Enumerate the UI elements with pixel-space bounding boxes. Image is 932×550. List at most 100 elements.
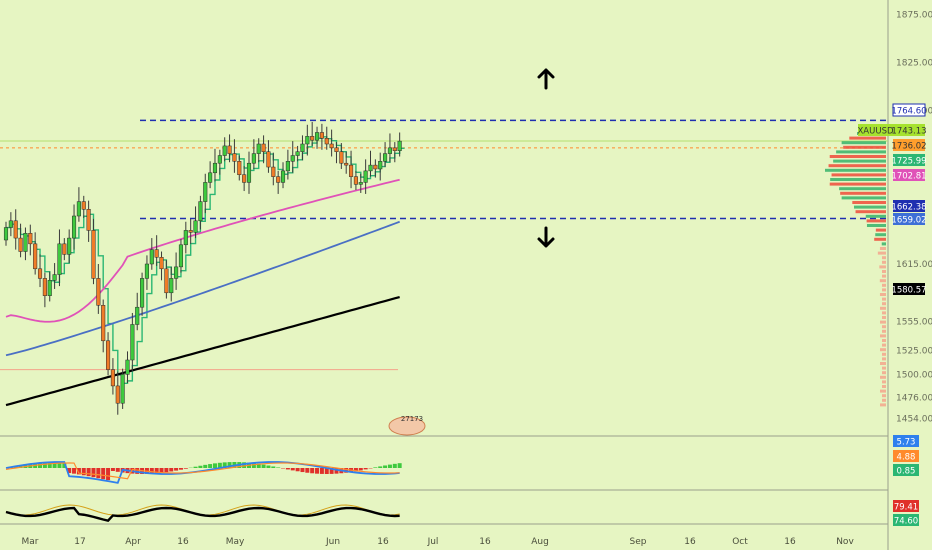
tv-badge-icon xyxy=(388,416,426,436)
macd-histogram-bar xyxy=(57,462,62,468)
candle-body xyxy=(392,147,397,151)
volume-profile-bar xyxy=(831,173,886,177)
macd-histogram-bar xyxy=(154,468,159,474)
candle-body xyxy=(76,201,81,217)
volume-profile-bar xyxy=(882,297,886,301)
candle-body xyxy=(344,162,349,166)
candle-body xyxy=(203,182,208,202)
down-arrow-icon xyxy=(537,226,555,248)
candle-body xyxy=(397,140,402,151)
volume-profile-bar xyxy=(882,274,886,278)
macd-histogram-bar xyxy=(183,468,188,469)
macd-histogram-bar xyxy=(115,468,120,472)
x-tick-label: Mar xyxy=(22,537,39,547)
volume-profile-bar xyxy=(882,311,886,315)
macd-histogram-bar xyxy=(363,468,368,470)
candle-body xyxy=(217,155,222,164)
macd-tag-label: 5.73 xyxy=(897,438,916,448)
price-tag-bg xyxy=(858,124,893,136)
candle-body xyxy=(130,324,135,361)
price-tag-label: XAUUSD xyxy=(857,127,893,137)
volume-profile-bar xyxy=(855,210,886,214)
macd-histogram-bar xyxy=(276,467,281,468)
macd-histogram-bar xyxy=(227,462,232,468)
candle-body xyxy=(110,369,115,387)
macd-histogram-bar xyxy=(242,462,247,468)
macd-histogram-bar xyxy=(47,462,52,468)
macd-histogram-bar xyxy=(329,468,334,474)
volume-profile-bar xyxy=(882,288,886,292)
price-tag-bg xyxy=(893,283,925,295)
volume-profile-bar xyxy=(879,293,886,296)
price-tag-bg xyxy=(893,154,925,166)
candle-body xyxy=(159,257,164,270)
oscillator-line xyxy=(5,506,400,522)
macd-histogram-bar xyxy=(222,462,227,468)
macd-histogram-bar xyxy=(344,468,349,473)
candle-body xyxy=(67,237,72,255)
macd-histogram-bar xyxy=(101,468,106,480)
macd-histogram-bar xyxy=(285,468,290,470)
macd-histogram-bar xyxy=(149,468,154,474)
macd-histogram-bar xyxy=(261,464,266,468)
volume-profile-bar xyxy=(882,329,886,333)
x-tick-label: Oct xyxy=(732,537,748,547)
price-tag-label: 1702.81 xyxy=(891,172,926,182)
moving-average-line xyxy=(5,220,400,357)
volume-profile-bar xyxy=(882,283,886,287)
x-tick-label: Nov xyxy=(836,537,854,547)
candle-body xyxy=(91,230,96,279)
candle-body xyxy=(280,170,286,183)
volume-profile-bar xyxy=(828,164,886,168)
candle-body xyxy=(212,162,218,174)
volume-profile-bar xyxy=(879,247,886,250)
volume-profile-bar xyxy=(829,155,886,158)
candle-body xyxy=(149,249,154,265)
x-tick-label: 16 xyxy=(177,537,189,547)
y-tick-label: 1825.00 xyxy=(896,58,932,68)
volume-profile-bar xyxy=(880,389,886,393)
candle-body xyxy=(106,340,111,370)
volume-profile-bar xyxy=(852,201,886,204)
volume-profile-bar xyxy=(866,224,886,227)
macd-histogram-bar xyxy=(387,464,392,468)
macd-histogram-bar xyxy=(169,468,174,472)
candle-body xyxy=(125,359,130,375)
price-tag-bg xyxy=(893,169,925,181)
y-tick-label: 1476.00 xyxy=(896,393,932,403)
volume-profile-bar xyxy=(882,352,886,356)
y-tick-label: 1875.00 xyxy=(896,10,932,20)
candle-body xyxy=(42,278,47,296)
volume-profile-bar xyxy=(825,168,886,172)
candle-body xyxy=(222,145,227,156)
volume-profile-bar xyxy=(882,325,886,329)
macd-histogram-bar xyxy=(353,468,358,472)
candle-body xyxy=(251,153,256,164)
candle-body xyxy=(96,278,101,306)
candle-body xyxy=(353,176,358,185)
volume-profile-bar xyxy=(874,237,886,241)
osc-tag-label: 79.41 xyxy=(894,503,918,513)
candle-body xyxy=(276,176,281,183)
volume-profile-bar xyxy=(882,371,886,375)
candle-body xyxy=(319,132,324,139)
x-tick-label: Aug xyxy=(531,537,549,547)
volume-profile-bar xyxy=(865,214,886,218)
candle-body xyxy=(183,230,188,246)
volume-profile-bar xyxy=(840,191,886,195)
macd-histogram-bar xyxy=(334,468,339,474)
volume-profile-bar xyxy=(875,228,886,232)
macd-histogram-bar xyxy=(72,468,77,474)
volume-profile-bar xyxy=(881,242,886,246)
volume-profile-bar xyxy=(882,380,886,384)
volume-profile-bar xyxy=(882,339,886,342)
price-tag-label: 1580.57 xyxy=(891,286,926,296)
macd-histogram-bar xyxy=(91,468,96,478)
volume-profile-bar xyxy=(882,366,886,370)
volume-profile-bar xyxy=(879,279,886,283)
macd-histogram-bar xyxy=(300,468,305,473)
candle-body xyxy=(47,280,52,296)
volume-profile-bar xyxy=(839,187,886,191)
volume-profile-bar xyxy=(882,256,886,260)
